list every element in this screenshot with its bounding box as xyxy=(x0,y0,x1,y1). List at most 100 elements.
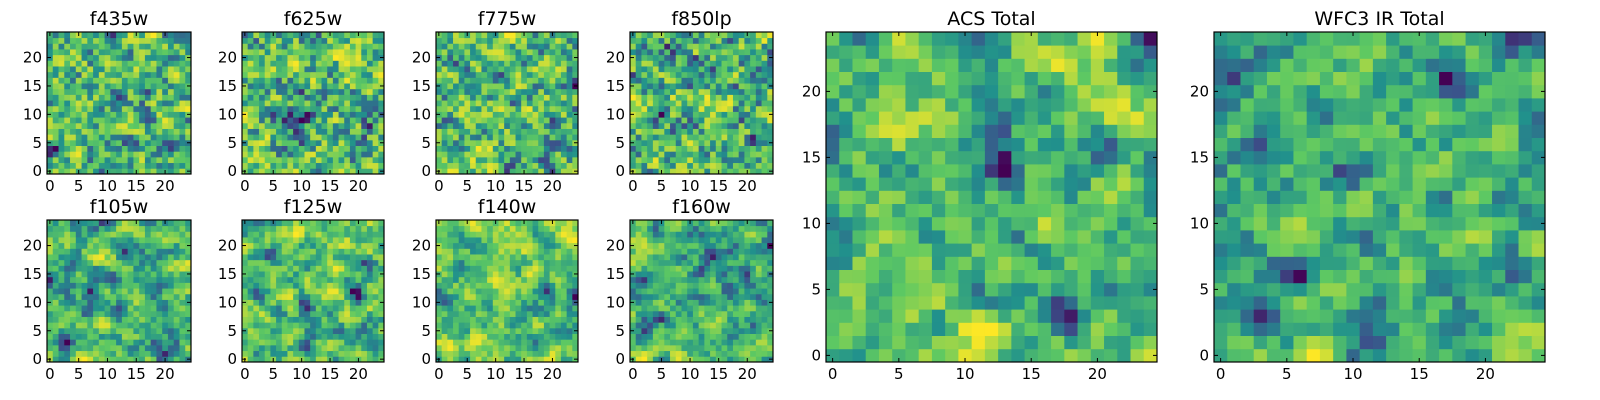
heatmap-cell xyxy=(298,231,305,238)
heatmap-cell xyxy=(641,60,648,67)
heatmap-cell xyxy=(447,88,454,95)
heatmap-cell xyxy=(372,259,379,266)
heatmap-cell xyxy=(144,156,152,164)
heatmap-cell xyxy=(93,37,100,44)
heatmap-cell xyxy=(560,128,568,135)
heatmap-cell xyxy=(338,145,345,152)
heatmap-cell xyxy=(361,350,368,357)
heatmap-cell xyxy=(259,282,266,289)
heatmap-cell xyxy=(104,151,111,158)
heatmap-cell xyxy=(566,271,573,278)
heatmap-cell xyxy=(58,327,65,334)
heatmap-cell xyxy=(338,259,345,266)
heatmap-cell xyxy=(110,37,117,44)
heatmap-cell xyxy=(698,49,705,56)
heatmap-cell xyxy=(458,344,465,352)
heatmap-cell xyxy=(338,88,345,95)
heatmap-cell xyxy=(543,322,550,329)
heatmap-cell xyxy=(366,83,374,90)
heatmap-cell xyxy=(372,37,379,44)
heatmap-cell xyxy=(81,94,88,101)
heatmap-cell xyxy=(572,151,579,158)
heatmap-cell xyxy=(167,356,175,363)
heatmap-cell xyxy=(355,305,362,312)
x-tick-label: 0 xyxy=(45,177,55,195)
heatmap-cell xyxy=(475,162,482,169)
heatmap-cell xyxy=(543,310,550,317)
heatmap-cell xyxy=(526,100,533,107)
heatmap-cell xyxy=(767,43,774,50)
heatmap-cell xyxy=(750,293,757,300)
heatmap-cell xyxy=(687,100,694,107)
heatmap-cell xyxy=(344,37,351,44)
heatmap-cell xyxy=(566,231,573,238)
heatmap-cell xyxy=(332,54,339,61)
heatmap-cell xyxy=(110,156,117,164)
heatmap-cell xyxy=(464,122,471,129)
heatmap-cell xyxy=(652,54,659,61)
heatmap-cell xyxy=(532,88,539,95)
heatmap-cell xyxy=(521,276,528,283)
heatmap-cell xyxy=(70,322,77,329)
heatmap-cell xyxy=(58,94,65,101)
heatmap-cell xyxy=(515,134,522,141)
heatmap-cell xyxy=(732,288,740,295)
heatmap-cell xyxy=(687,94,694,101)
heatmap-cell xyxy=(110,254,117,261)
heatmap-cell xyxy=(453,231,460,238)
heatmap-cell xyxy=(121,305,129,312)
heatmap-cell xyxy=(681,49,688,56)
heatmap-cell xyxy=(64,94,71,101)
heatmap-cell xyxy=(458,339,465,346)
heatmap-cell xyxy=(179,350,186,357)
heatmap-cell xyxy=(475,66,482,73)
heatmap-cell xyxy=(487,271,494,278)
heatmap-cell xyxy=(572,117,579,124)
heatmap-cell xyxy=(276,54,283,61)
heatmap-cell xyxy=(332,248,339,255)
heatmap-cell xyxy=(692,305,700,312)
heatmap-cell xyxy=(104,276,111,283)
heatmap-cell xyxy=(47,259,54,266)
heatmap-cell xyxy=(572,259,579,266)
heatmap-cell xyxy=(327,54,334,61)
heatmap-cell xyxy=(281,248,288,255)
heatmap-cell xyxy=(761,100,768,107)
heatmap-cell xyxy=(761,134,768,141)
heatmap-cell xyxy=(727,316,734,323)
heatmap-cell xyxy=(641,271,648,278)
heatmap-cell xyxy=(436,350,443,357)
heatmap-cell xyxy=(447,60,454,67)
heatmap-cell xyxy=(652,111,659,118)
heatmap-cell xyxy=(127,43,134,50)
heatmap-cell xyxy=(538,139,545,146)
heatmap-cell xyxy=(315,66,322,73)
heatmap-cell xyxy=(509,37,516,44)
heatmap-cell xyxy=(470,350,477,357)
heatmap-cell xyxy=(732,37,740,44)
heatmap-cell xyxy=(727,83,734,90)
heatmap-cell xyxy=(110,276,117,283)
heatmap-cell xyxy=(361,139,368,146)
heatmap-cell xyxy=(750,54,757,61)
heatmap-cell xyxy=(664,322,671,329)
heatmap-cell xyxy=(481,310,488,317)
heatmap-cell xyxy=(344,305,351,312)
heatmap-cell xyxy=(98,220,105,227)
heatmap-cell xyxy=(675,83,682,90)
x-tick-label: 10 xyxy=(681,177,700,195)
heatmap-cell xyxy=(167,316,175,323)
heatmap-cell xyxy=(355,151,362,158)
heatmap-cell xyxy=(47,350,54,357)
heatmap-cell xyxy=(630,276,637,283)
heatmap-cell xyxy=(441,71,448,78)
heatmap-cell xyxy=(270,83,277,90)
heatmap-cell xyxy=(64,220,71,227)
heatmap-cell xyxy=(704,350,711,357)
heatmap-cell xyxy=(447,225,454,232)
heatmap-cell xyxy=(70,100,77,107)
heatmap-cell xyxy=(338,254,345,261)
heatmap-cell xyxy=(572,265,579,272)
heatmap-cell xyxy=(58,156,65,164)
heatmap-cell xyxy=(264,168,271,175)
